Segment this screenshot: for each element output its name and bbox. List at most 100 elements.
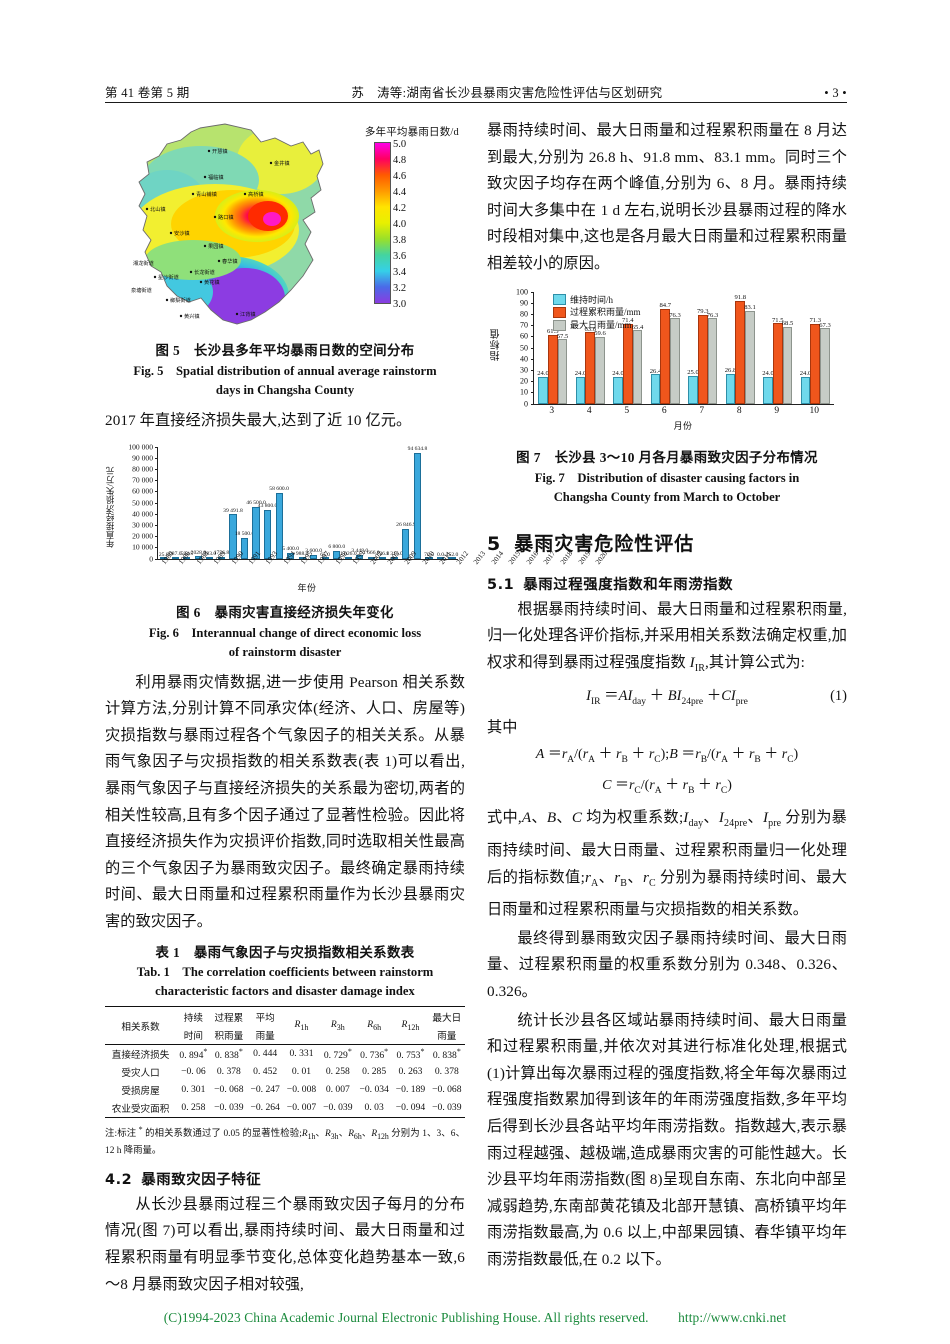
colorbar-tick: 5.0: [393, 139, 407, 150]
figure-7-ytick-mark: [530, 313, 534, 315]
figure-6-ytick: 90 000: [132, 453, 153, 463]
figure-6-bar-label: 452.0: [445, 551, 459, 558]
figure-6-bar-label: 0.0: [437, 551, 445, 558]
section-5-1-title: 暴雨过程强度指数和年雨涝指数: [523, 576, 734, 593]
table-1-caption-en-l2: characteristic factors and disaster dama…: [155, 983, 415, 998]
figure-6-ytick-mark: [154, 513, 158, 515]
para-5-1-a: 根据暴雨持续时间、最大日雨量和过程累积雨量,归一化处理各评价指标,并采用相关系数…: [487, 600, 847, 674]
figure-7-legend-label: 最大日雨量/mm: [570, 319, 632, 330]
table-header-duration-bot: 时间: [183, 1030, 203, 1042]
figure-7-bar-label: 91.8: [734, 294, 747, 302]
figure-6-bar-rect: [379, 556, 387, 559]
figure-6-bar-rect: [448, 556, 456, 559]
svg-text:泉塘街道: 泉塘街道: [131, 286, 152, 294]
figure-7-bar-label: 24.0: [799, 370, 812, 378]
table-cell: 0. 331: [289, 1048, 314, 1060]
figure-6-ytick-mark: [154, 547, 158, 549]
figure-7-xtick: 4: [586, 405, 592, 416]
table-cell: 0. 444: [253, 1048, 278, 1060]
figure-5-image: 多年平均暴雨日数/d: [105, 120, 465, 332]
figure-6-bar-label: 2028.8: [190, 549, 207, 556]
figure-7-ylabel: 指标值: [491, 327, 502, 361]
figure-6-bar: 43 800.0: [258, 447, 277, 559]
figure-7-xtick: 6: [661, 405, 667, 416]
figure-6-bar: 25.8: [158, 447, 170, 559]
figure-6-bar: 0.0: [435, 447, 447, 559]
figure-7-bar: 67.3: [819, 322, 831, 404]
figure-6-bar: 1 315.0: [386, 447, 403, 559]
figure-7-ytick: 50: [520, 343, 528, 353]
figure-7-legend: 维持时间/h 过程累积雨量/mm 最大日雨量/mm: [553, 294, 641, 332]
figure-7-ytick: 0: [524, 399, 528, 409]
figure-7-bar: 26.8: [725, 367, 736, 404]
figure-7-bar-group: 26.8 91.8 83.1: [722, 292, 760, 404]
figure-6-bar-label: 6 800.0: [328, 544, 346, 551]
figure-7-bar-label: 24.0: [537, 370, 549, 378]
figure-7-ytick-mark: [530, 392, 534, 394]
figure-6-bar-label: 687.0: [169, 551, 182, 558]
figure-6-ytick: 10 000: [132, 542, 153, 552]
figure-7-legend-item: 最大日雨量/mm: [553, 319, 641, 332]
figure-7-bar-label: 83.1: [744, 304, 756, 311]
figure-7-bar: 76.3: [707, 312, 718, 404]
svg-text:黄花镇: 黄花镇: [204, 278, 220, 286]
figure-6-ytick: 20 000: [132, 531, 153, 541]
table-1-note: 注:标注 * 的相关系数通过了 0.05 的显著性检验;R1h、R3h、R6h、…: [105, 1124, 465, 1156]
figure-7-bar-label: 79.3: [696, 308, 709, 316]
table-cell: 0. 753*: [396, 1046, 425, 1061]
figure-7-ytick-mark: [530, 336, 534, 338]
figure-7-bar-group: 24.0 71.4 65.4: [609, 292, 647, 404]
figure-7-bar-label: 65.4: [631, 323, 644, 331]
figure-7-xtick: 3: [549, 405, 555, 416]
svg-text:江背镇: 江背镇: [240, 310, 256, 318]
colorbar: [374, 142, 391, 304]
table-cell: 0. 263: [398, 1066, 423, 1078]
table-row-header: 农业受灾面积: [111, 1103, 170, 1115]
figure-7-bar-label: 76.3: [669, 311, 681, 319]
figure-6-bar-label: 65.0: [320, 551, 331, 558]
figure-6-bar-label: 584.5: [180, 551, 194, 558]
figure-6-bar-rect: [310, 554, 318, 559]
figure-6-bar: 39 491.8: [223, 447, 243, 559]
table-header-r6h: R6h: [367, 1019, 382, 1032]
figure-7-xtick: 5: [624, 405, 630, 416]
table-header-maxday-bot: 雨量: [437, 1030, 457, 1042]
svg-text:路口镇: 路口镇: [218, 213, 234, 221]
figure-7-caption-cn: 图 7 长沙县 3～10 月各月暴雨致灾因子分布情况: [516, 449, 818, 465]
figure-6-bar: 46 500.0: [246, 447, 266, 559]
figure-6-bar-rect: [206, 556, 214, 559]
table-cell: −0. 264: [250, 1102, 280, 1114]
table-header-avgrain-bot: 雨量: [255, 1030, 275, 1042]
figure-6-bar-rect: [275, 492, 283, 559]
figure-7-bar: 71.5: [772, 317, 784, 404]
figure-6-bar-label: 988.0: [295, 551, 309, 557]
figure-6-bar-label: 70.5: [424, 551, 434, 558]
figure-7-bar-label: 26.4: [649, 367, 662, 375]
figure-7-bar: 24.0: [612, 370, 624, 404]
para-pearson: 利用暴雨灾情数据,进一步使用 Pearson 相关系数计算方法,分别计算不同承灾…: [105, 673, 465, 930]
figure-7-bar-label: 71.4: [621, 317, 634, 325]
table-cell: 0. 301: [181, 1084, 206, 1096]
figure-6-bar-label: 94 634.8: [407, 446, 428, 453]
para-right-top: 暴雨持续时间、最大日雨量和过程累积雨量在 8 月达到最大,分别为 26.8 h、…: [487, 122, 847, 272]
figure-7-bar: 24.0: [537, 370, 549, 404]
figure-6-bar: 726.8: [377, 447, 389, 559]
table-row: 受灾人口 −0. 06 0. 378 0. 452 0. 01 0. 258 0. 285 0…: [105, 1063, 465, 1081]
figure-7-bar: 57.5: [557, 333, 568, 404]
colorbar-tick: 4.2: [393, 203, 407, 214]
figure-7-legend-label: 维持时间/h: [570, 294, 614, 305]
figure-7-bar: 26.4: [650, 368, 661, 404]
figure-6-ytick: 50 000: [132, 498, 153, 508]
table-header-duration-top: 持续: [183, 1012, 203, 1024]
figure-5-caption-en-l2: days in Changsha County: [215, 383, 355, 397]
table-cell: −0. 039: [323, 1102, 353, 1114]
figure-7-caption-en: Fig. 7 Distribution of disaster causing …: [487, 469, 847, 507]
county-contour-map: 开慧镇 金井镇 福临镇 青山铺镇 高桥镇 北山镇 路口镇 安沙镇 果园镇 春华镇…: [131, 123, 324, 325]
figure-6-ytick: 30 000: [132, 520, 153, 530]
cnki-url[interactable]: http://www.cnki.net: [678, 1310, 787, 1325]
table-cell: 0. 452: [253, 1066, 278, 1078]
table-cell: −0. 039: [214, 1102, 244, 1114]
figure-7-bar: 61.5: [547, 328, 559, 404]
figure-6-bar-rect: [240, 537, 249, 559]
figure-7-bar: 24.0: [800, 370, 811, 404]
